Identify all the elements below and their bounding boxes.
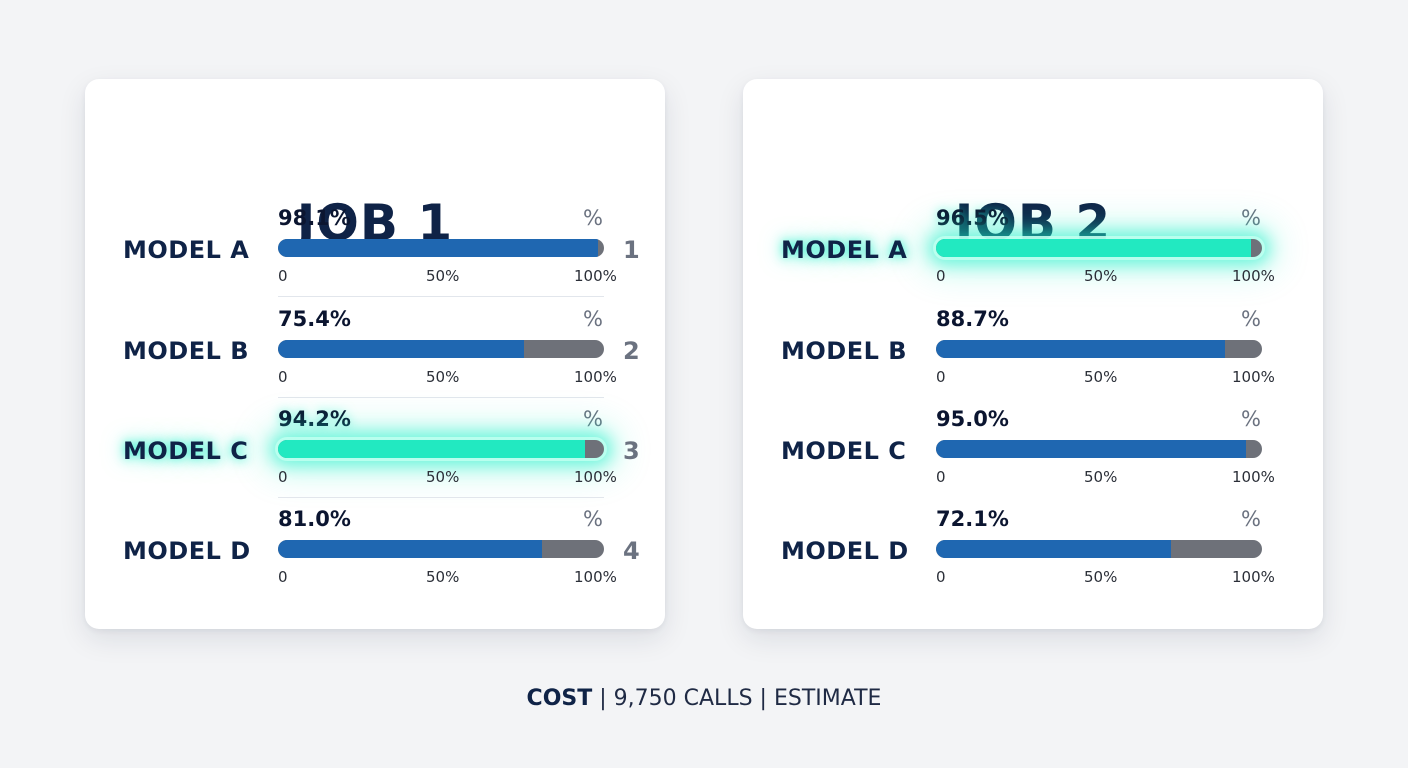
bar-row: MODEL C 95.0%% 0 50% 100% [743,400,1323,500]
bar-fill [936,239,1251,257]
tick-label: 50% [1084,468,1118,486]
bar-row: MODEL B 75.4%% 0 50% 100% 2 [85,300,665,400]
footer-estimate: ESTIMATE [773,686,882,711]
model-label: MODEL A [781,236,908,264]
percent-unit-label: % [583,507,603,531]
model-label: MODEL B [123,337,250,365]
bar-fill [936,440,1246,458]
percent-unit-label: % [1241,206,1261,230]
rank-number: 1 [623,236,640,264]
tick-label: 50% [1084,568,1118,586]
value-label: 75.4% [278,307,351,331]
row-divider [278,497,604,498]
tick-label: 0 [936,368,946,386]
bar-track [936,239,1262,257]
percent-unit-label: % [583,407,603,431]
footer-cost-label: COST [526,686,593,711]
model-label: MODEL D [781,537,909,565]
tick-label: 0 [936,267,946,285]
tick-label: 50% [426,267,460,285]
value-label: 81.0% [278,507,351,531]
percent-unit-label: % [583,206,603,230]
tick-label: 0 [278,368,288,386]
percent-unit-label: % [1241,407,1261,431]
bar-row: MODEL D 72.1%% 0 50% 100% [743,500,1323,600]
bar-track [278,440,604,458]
tick-label: 100% [1232,568,1275,586]
bar-fill [278,440,585,458]
bar-fill [936,540,1171,558]
bar-fill [278,540,542,558]
value-label: 72.1% [936,507,1009,531]
tick-label: 100% [574,368,617,386]
tick-label: 0 [936,468,946,486]
percent-unit-label: % [1241,307,1261,331]
tick-label: 100% [574,468,617,486]
footer: COST | 9,750 CALLS | ESTIMATE [0,684,1408,714]
row-divider [278,397,604,398]
bar-track [936,340,1262,358]
percent-unit-label: % [1241,507,1261,531]
rank-number: 3 [623,437,640,465]
model-label: MODEL B [781,337,908,365]
model-label: MODEL C [781,437,907,465]
bar-fill [278,239,598,257]
tick-label: 100% [1232,468,1275,486]
rank-number: 4 [623,537,640,565]
bar-track [936,440,1262,458]
tick-label: 50% [426,368,460,386]
tick-label: 0 [278,468,288,486]
bar-track [936,540,1262,558]
tick-label: 100% [574,568,617,586]
bar-track [278,540,604,558]
tick-label: 0 [936,568,946,586]
job-1-card: JOB 1 MODEL A 98.1%% 0 50% 100% 1 MODEL B 75.4%… [85,79,665,629]
bar-row: MODEL B 88.7%% 0 50% 100% [743,300,1323,400]
tick-label: 100% [1232,267,1275,285]
percent-unit-label: % [583,307,603,331]
tick-label: 50% [1084,368,1118,386]
model-label: MODEL C [123,437,249,465]
bar-row: MODEL D 81.0%% 0 50% 100% 4 [85,500,665,600]
bar-row: MODEL A 96.5%% 0 50% 100% [743,199,1323,299]
footer-separator: | [759,686,767,711]
tick-label: 50% [1084,267,1118,285]
model-label: MODEL A [123,236,250,264]
value-label: 94.2% [278,407,351,431]
footer-separator: | [599,686,607,711]
bar-row: MODEL C 94.2%% 0 50% 100% 3 [85,400,665,500]
tick-label: 50% [426,568,460,586]
tick-label: 50% [426,468,460,486]
tick-label: 0 [278,568,288,586]
footer-calls: 9,750 CALLS [613,686,753,711]
value-label: 88.7% [936,307,1009,331]
job-2-card: JOB 2 MODEL A 96.5%% 0 50% 100% MODEL B 88.7%%… [743,79,1323,629]
tick-label: 100% [574,267,617,285]
bar-fill [936,340,1225,358]
tick-label: 100% [1232,368,1275,386]
rank-number: 2 [623,337,640,365]
value-label: 96.5% [936,206,1009,230]
tick-label: 0 [278,267,288,285]
bar-track [278,340,604,358]
model-label: MODEL D [123,537,251,565]
bar-fill [278,340,524,358]
bar-row: MODEL A 98.1%% 0 50% 100% 1 [85,199,665,299]
value-label: 98.1% [278,206,351,230]
value-label: 95.0% [936,407,1009,431]
row-divider [278,296,604,297]
bar-track [278,239,604,257]
